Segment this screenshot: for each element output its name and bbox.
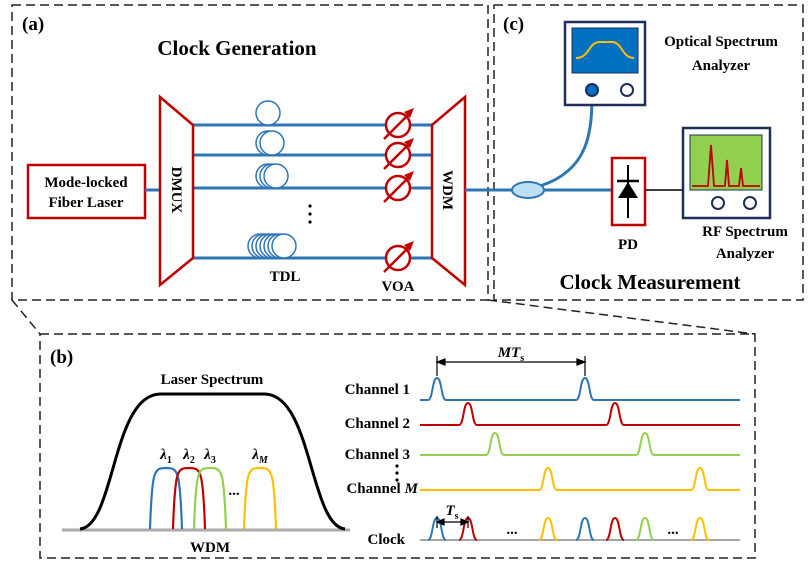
clock-pulse [691, 518, 709, 540]
clock-pulse [606, 518, 624, 540]
panel-label: (c) [503, 14, 524, 35]
subscript: s [520, 353, 524, 364]
knob [712, 197, 724, 209]
wavelength-label: λ2 [182, 447, 195, 466]
channel-name: Channel [346, 481, 400, 497]
wdm-label: WDM [439, 170, 455, 210]
subscript: 2 [190, 455, 195, 466]
channel-spectrum [244, 468, 276, 529]
osa-label: Analyzer [692, 58, 751, 74]
channel-label: Channel 2 [345, 416, 410, 432]
panel-label: (a) [22, 14, 44, 35]
coupler [512, 182, 544, 198]
pulse-train [420, 433, 740, 455]
panel-title: Clock Measurement [560, 270, 741, 294]
subscript: 3 [211, 455, 216, 466]
rfsa-label: Analyzer [716, 246, 775, 262]
knob [586, 84, 598, 96]
channel-spectrum [194, 468, 226, 529]
clock-pulse [636, 518, 654, 540]
period-label: MTs [497, 345, 525, 364]
diagram: (a) Clock Generation Mode-locked Fiber L… [0, 0, 808, 563]
panel-label: (b) [50, 347, 73, 368]
osa-screen [572, 28, 638, 73]
clock-label: Clock [368, 532, 406, 548]
slot-label: Ts [445, 503, 458, 522]
wdm-channels [150, 468, 276, 529]
channel-label: Channel 3 [345, 447, 410, 463]
subscript: 1 [167, 455, 172, 466]
laser-label: Mode-locked [44, 175, 128, 191]
wavelength-label: λ1 [159, 447, 172, 466]
wavelength-label: λ3 [203, 447, 216, 466]
laser-label: Fiber Laser [48, 195, 123, 211]
pulse-train [420, 378, 740, 400]
tdl-label: TDL [270, 269, 301, 285]
vertical-dots [308, 204, 311, 223]
panel-title: Clock Generation [157, 36, 317, 60]
clock-pulse [539, 518, 557, 540]
pulse-train [420, 468, 740, 490]
knob [621, 84, 633, 96]
dmux-label: DMUX [168, 167, 184, 214]
knob [744, 197, 756, 209]
zoom-line [12, 300, 40, 334]
wavelength-label: λM [251, 447, 269, 466]
ellipsis: ... [506, 522, 518, 538]
coil [260, 131, 284, 155]
symbol: MT [497, 345, 521, 361]
channel-index: M [404, 481, 419, 497]
pd-label: PD [618, 237, 638, 253]
wdm-label: WDM [190, 540, 230, 556]
spectrum-title: Laser Spectrum [161, 372, 264, 388]
pulse-trains [420, 378, 740, 540]
osa-label: Optical Spectrum [664, 34, 778, 50]
pulse-train [420, 403, 740, 425]
subscript: s [455, 511, 459, 522]
attenuators [384, 108, 414, 272]
coil [264, 164, 288, 188]
vertical-dots [395, 464, 398, 481]
subscript: M [258, 455, 269, 466]
zoom-line [488, 300, 755, 334]
ellipsis: ... [667, 522, 679, 538]
voa-label: VOA [381, 279, 414, 295]
ellipsis: ... [228, 483, 240, 499]
channel-spectrum [173, 468, 205, 529]
clock-pulse [576, 518, 594, 540]
rfsa-label: RF Spectrum [702, 224, 788, 240]
coil [272, 234, 296, 258]
coil [256, 101, 280, 125]
channel-label: Channel 1 [345, 382, 410, 398]
